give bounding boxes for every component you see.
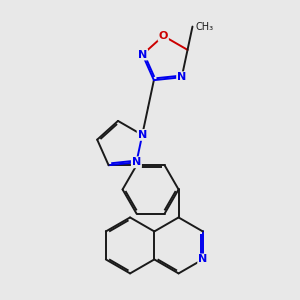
Text: N: N bbox=[177, 72, 186, 82]
Text: N: N bbox=[138, 130, 147, 140]
Text: CH₃: CH₃ bbox=[196, 22, 214, 32]
Text: O: O bbox=[159, 31, 168, 41]
Text: N: N bbox=[138, 50, 147, 60]
Text: N: N bbox=[198, 254, 207, 264]
Text: N: N bbox=[132, 157, 141, 167]
